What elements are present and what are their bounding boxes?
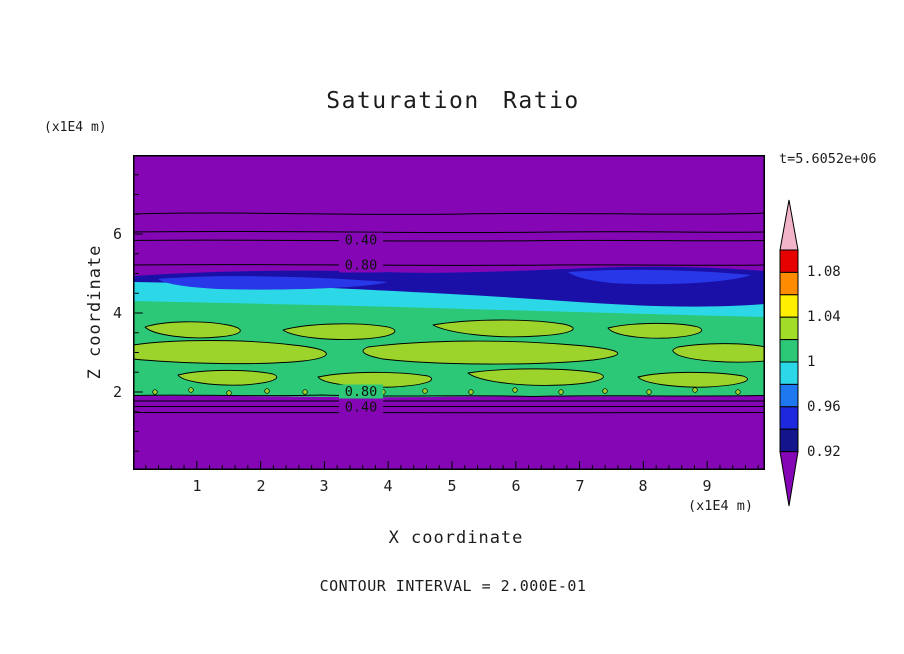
x-tick-label: 5 <box>447 477 457 495</box>
colorbar-band <box>779 428 799 453</box>
contour-label: 0.80 <box>345 384 378 400</box>
supersaturation-patch <box>362 340 618 365</box>
colorbar-band <box>779 339 799 363</box>
field-darkblue-blob <box>603 294 758 306</box>
field-blue-lens <box>158 276 388 290</box>
colorbar-label: 1 <box>807 354 816 370</box>
supersaturation-patch <box>133 340 327 365</box>
axis-ticks <box>134 174 759 469</box>
colorbar-band <box>779 361 799 385</box>
supersaturated-patches <box>133 319 765 388</box>
x-tick-label: 8 <box>638 477 648 495</box>
colorbar-band <box>779 406 799 430</box>
supersaturation-patch <box>637 371 748 388</box>
contour-label-group: 0.40 0.80 0.80 0.40 <box>339 232 383 416</box>
boundary-speckles <box>152 387 741 396</box>
x-tick-label: 3 <box>319 477 329 495</box>
x-tick-label: 1 <box>192 477 202 495</box>
x-axis-title: X coordinate <box>388 528 524 548</box>
y-tick-label: 4 <box>112 304 122 322</box>
supersaturation-patch <box>607 322 703 339</box>
colorbar-band <box>779 249 799 273</box>
y-axis-unit-label: (x1E4 m) <box>44 120 107 135</box>
colorbar-band <box>779 383 799 408</box>
x-tick-label: 2 <box>256 477 266 495</box>
x-tick-label: 4 <box>383 477 393 495</box>
colorbar-label: 0.96 <box>807 399 841 415</box>
time-annotation: t=5.6052e+06 <box>779 151 877 167</box>
colorbar-under-arrow <box>779 451 799 507</box>
colorbar-label: 1.04 <box>807 309 841 325</box>
supersaturation-patch <box>672 343 765 363</box>
supersaturation-patch <box>282 323 396 340</box>
supersaturation-patch <box>144 321 241 339</box>
colorbar-over-arrow <box>779 199 799 251</box>
colorbar-label: 1.08 <box>807 264 841 280</box>
colorbar-band <box>779 316 799 341</box>
supersaturation-patch <box>177 369 278 386</box>
contour-label: 0.40 <box>345 400 378 416</box>
plot-svg: 0.40 0.80 0.80 0.40 <box>133 155 765 470</box>
y-tick-label: 6 <box>112 225 122 243</box>
colorbar <box>779 199 799 507</box>
field-blue-lens <box>568 269 751 285</box>
x-axis-unit-label: (x1E4 m) <box>688 498 754 514</box>
colorbar-label: 0.92 <box>807 444 841 460</box>
x-tick-label: 6 <box>511 477 521 495</box>
contour-label: 0.40 <box>345 233 378 249</box>
upper-line-contours <box>133 212 765 266</box>
supersaturation-patch <box>467 368 604 386</box>
colorbar-band <box>779 294 799 318</box>
contour-label: 0.80 <box>345 258 378 274</box>
colorbar-band <box>779 271 799 296</box>
x-tick-label: 7 <box>575 477 585 495</box>
y-tick-label: 2 <box>112 383 122 401</box>
plot-frame <box>133 155 765 470</box>
plot-area: 0.40 0.80 0.80 0.40 <box>133 155 765 470</box>
contour-interval-note: CONTOUR INTERVAL = 2.000E-01 <box>319 577 587 595</box>
supersaturation-patch <box>432 319 574 338</box>
x-tick-label: 9 <box>702 477 712 495</box>
chart-title: Saturation Ratio <box>326 88 580 114</box>
lower-line-contours <box>133 394 765 414</box>
